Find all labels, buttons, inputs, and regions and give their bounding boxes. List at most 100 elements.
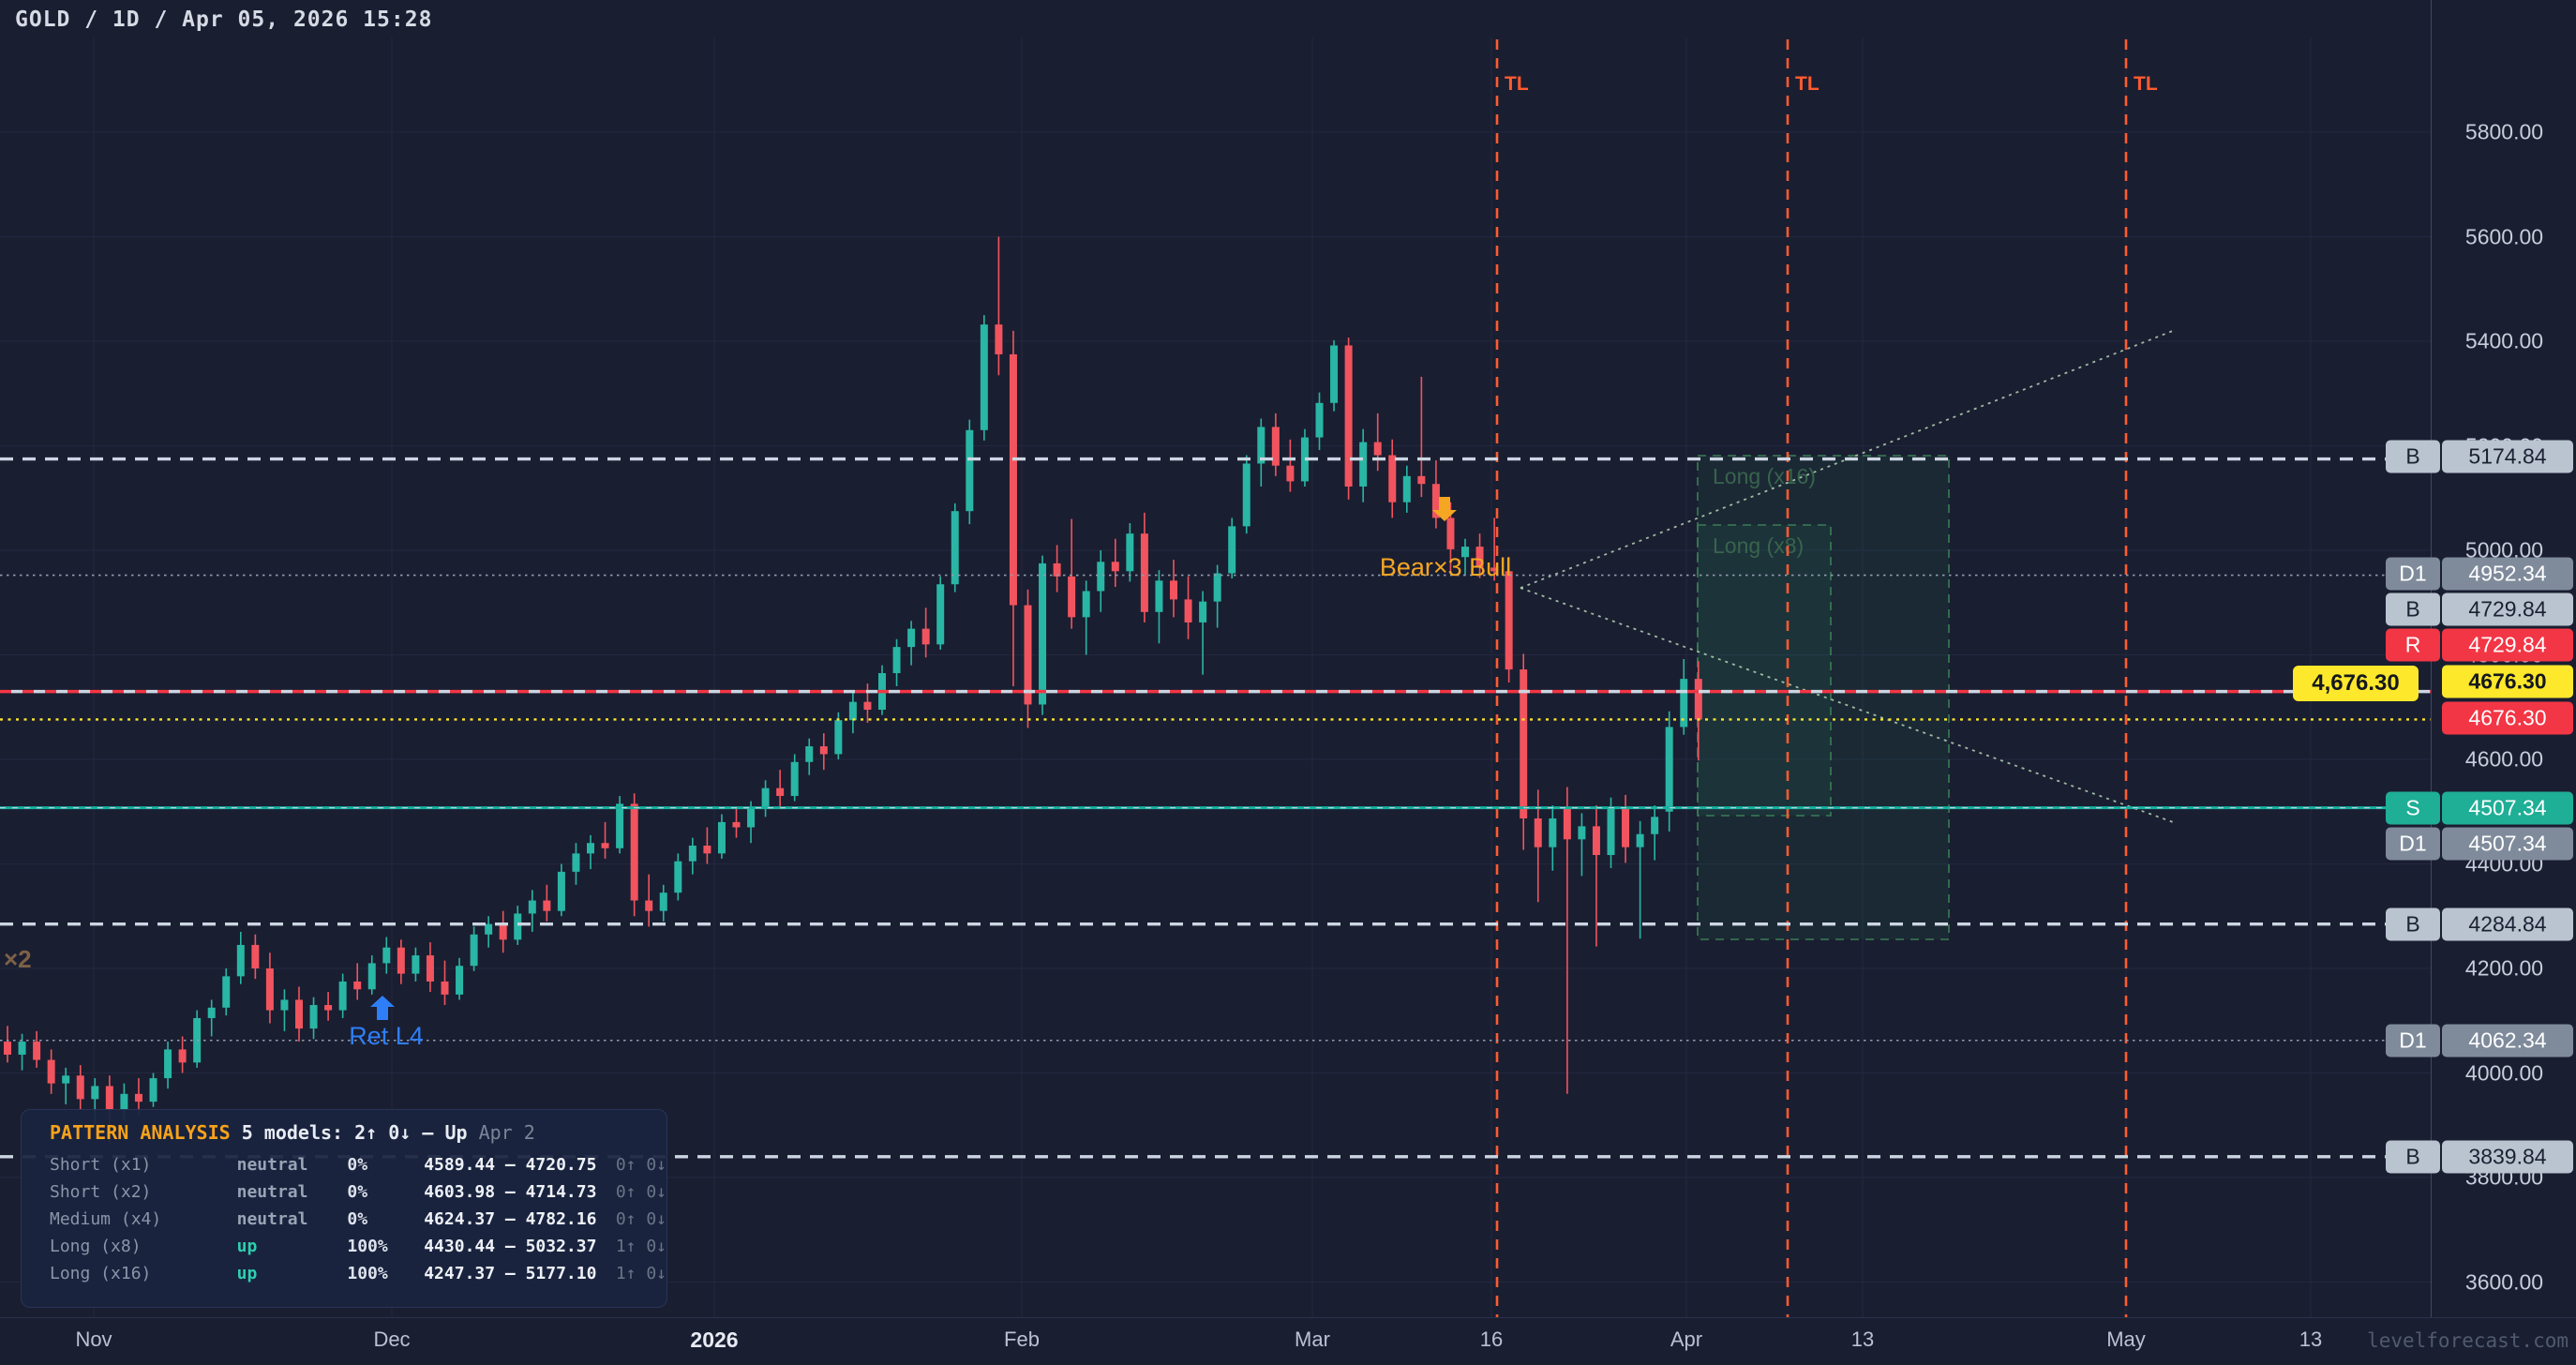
price-axis-badge-D1[interactable]: D1 4952.34: [2386, 557, 2573, 591]
badge-chip: D1: [2386, 557, 2440, 591]
pattern-analysis-panel: PATTERN ANALYSIS 5 models: 2↑ 0↓ — Up Ap…: [21, 1109, 667, 1308]
candle-body: [848, 701, 857, 721]
time-tick-label: Feb: [1004, 1328, 1040, 1351]
price-line-label[interactable]: 4,676.30: [2293, 666, 2419, 701]
pattern-row-range: 4430.44 – 5032.37: [424, 1237, 597, 1256]
candle-body: [587, 843, 594, 854]
badge-value: 4062.34: [2442, 1024, 2573, 1058]
candle-body: [1373, 442, 1382, 456]
pattern-row-percent: 100%: [347, 1237, 388, 1256]
time-tick-label: 13: [2299, 1328, 2323, 1351]
candle-body: [805, 746, 814, 762]
price-axis-badge-B[interactable]: B 5174.84: [2386, 440, 2573, 473]
candle-body: [1184, 599, 1192, 622]
candle-body: [921, 628, 930, 645]
pattern-row: Short (x1) neutral 0% 4589.44 – 4720.75 0↑ 0…: [50, 1151, 666, 1178]
candle-body: [747, 808, 756, 828]
price-axis-badge-red[interactable]: 4676.30: [2442, 701, 2573, 735]
candle-body: [76, 1075, 84, 1100]
down-arrow-icon: [1432, 497, 1457, 521]
candle-body: [309, 1005, 318, 1029]
badge-chip: B: [2386, 440, 2440, 473]
candle-body: [543, 900, 551, 911]
candle-body: [1024, 605, 1032, 705]
pattern-row-range: 4603.98 – 4714.73: [424, 1182, 597, 1202]
candle-body: [732, 821, 741, 828]
badge-chip: D1: [2386, 1024, 2440, 1058]
pattern-row-range: 4247.37 – 5177.10: [424, 1264, 597, 1283]
badge-chip: B: [2386, 908, 2440, 941]
candle-body: [834, 720, 843, 755]
time-axis[interactable]: levelforecast.com Nov Dec 2026 Feb Mar 16 Apr 1…: [0, 1317, 2576, 1365]
candle-body: [134, 1093, 142, 1102]
pattern-row-percent: 0%: [347, 1209, 368, 1229]
price-axis-badge-D1[interactable]: D1 4062.34: [2386, 1024, 2573, 1058]
candle-body: [703, 845, 711, 854]
candle-body: [1315, 402, 1324, 438]
pattern-row-signals: 0↑ 0↓: [615, 1209, 666, 1229]
pattern-row-signals: 1↑ 0↓: [615, 1237, 666, 1256]
badge-value: 4507.34: [2442, 791, 2573, 825]
candle-body: [251, 944, 260, 968]
candle-body: [863, 701, 872, 711]
badge-chip: D1: [2386, 827, 2440, 861]
candle-body: [470, 934, 478, 967]
candle-body: [1213, 573, 1221, 602]
candle-body: [1300, 437, 1309, 482]
candle-body: [1402, 475, 1411, 502]
pattern-row-range: 4624.37 – 4782.16: [424, 1209, 597, 1229]
pattern-row-name: Long (x16): [50, 1264, 152, 1283]
price-tick-label: 3600.00: [2464, 1269, 2544, 1294]
pattern-row-percent: 0%: [347, 1182, 368, 1202]
badge-value: 4284.84: [2442, 908, 2573, 941]
price-axis-badge-B[interactable]: B 3839.84: [2386, 1140, 2573, 1174]
candle-body: [819, 746, 828, 755]
price-axis-badge-yellow[interactable]: 4676.30: [2442, 665, 2573, 698]
candle-body: [367, 963, 376, 990]
candle-body: [776, 788, 785, 797]
candle-body: [18, 1042, 26, 1055]
chart-annotation-label: Bear×3 Bull: [1380, 553, 1511, 581]
up-arrow-icon: [370, 996, 395, 1020]
price-axis-badge-R[interactable]: R 4729.84: [2386, 628, 2573, 662]
long-position-box[interactable]: [1697, 524, 1832, 817]
price-axis-badge-D1[interactable]: D1 4507.34: [2386, 827, 2573, 861]
candle-body: [105, 1086, 113, 1110]
panel-summary: 5 models: 2↑ 0↓ — Up: [241, 1121, 468, 1144]
candle-body: [397, 947, 405, 974]
time-tick-label: 13: [1850, 1328, 1875, 1351]
price-axis-badge-B[interactable]: B 4729.84: [2386, 592, 2573, 626]
candle-body: [995, 324, 1003, 354]
price-axis-badge-S[interactable]: S 4507.34: [2386, 791, 2573, 825]
pattern-row: Medium (x4) neutral 0% 4624.37 – 4782.16 0↑ …: [50, 1206, 666, 1233]
candle-body: [790, 761, 799, 797]
candle-body: [382, 947, 391, 964]
pattern-row-name: Long (x8): [50, 1237, 142, 1256]
price-tick-label: 4600.00: [2464, 746, 2544, 772]
candle-body: [426, 955, 434, 982]
badge-chip: S: [2386, 791, 2440, 825]
candle-body: [499, 923, 507, 940]
candle-body: [1651, 817, 1659, 834]
price-tick-label: 5400.00: [2464, 328, 2544, 353]
candle-body: [1155, 580, 1163, 612]
candle-body: [1330, 345, 1339, 403]
candle-body: [1534, 818, 1542, 848]
price-axis-badge-B[interactable]: B 4284.84: [2386, 908, 2573, 941]
candle-body: [572, 853, 580, 872]
price-axis[interactable]: 5800.005600.005400.005200.005000.004800.…: [2386, 0, 2576, 1317]
long-position-box[interactable]: [1697, 455, 1950, 940]
candle-body: [33, 1042, 41, 1060]
candle-body: [645, 900, 653, 911]
badge-value: 5174.84: [2442, 440, 2573, 473]
badge-value: 4729.84: [2442, 592, 2573, 626]
tl-label: TL: [1795, 73, 1820, 95]
pattern-row-status: neutral: [236, 1155, 308, 1175]
badge-value: 4952.34: [2442, 557, 2573, 591]
candle-body: [456, 966, 464, 995]
trendline[interactable]: [1520, 587, 2174, 823]
pattern-row-name: Short (x1): [50, 1155, 152, 1175]
candle-body: [951, 511, 959, 585]
pattern-row: Long (x8) up 100% 4430.44 – 5032.37 1↑ 0↓: [50, 1233, 666, 1260]
